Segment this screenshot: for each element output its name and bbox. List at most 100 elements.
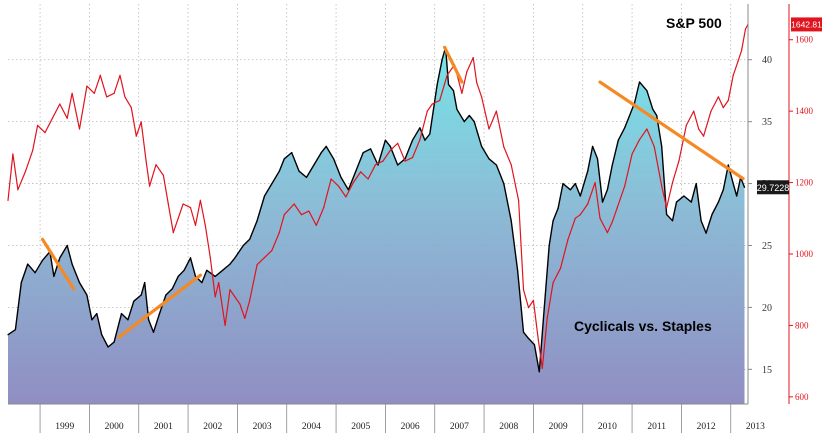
sp500-point [522, 289, 525, 291]
cyclicals-point [362, 152, 364, 154]
sp500-point [124, 96, 126, 98]
cyclicals-point [384, 139, 386, 141]
cyclicals-point [527, 337, 530, 339]
sp500-point [678, 160, 680, 162]
cyclicals-point [629, 114, 631, 117]
sp500-point [367, 178, 369, 180]
cyclicals-last-tag [757, 180, 789, 195]
sp500-point [119, 74, 121, 76]
sp500-point [717, 96, 720, 98]
cyclicals-point [552, 220, 554, 222]
sp500-point [199, 199, 201, 201]
cyclicals-point [377, 164, 379, 166]
cyclicals-point [206, 269, 208, 271]
sp500-point [167, 203, 169, 205]
x-tick-label: 2003 [253, 422, 272, 432]
cyclicals-point [340, 176, 342, 178]
sp500-point [149, 185, 151, 187]
cyclicals-point [424, 139, 426, 141]
sp500-point [308, 210, 310, 212]
cyclicals-point [481, 145, 483, 147]
sp500-point [249, 299, 251, 301]
x-tick-label: 2012 [697, 422, 716, 432]
left-tick-label: 20 [762, 303, 772, 314]
sp500-point [99, 74, 101, 76]
cyclicals-point [495, 164, 497, 166]
cyclicals-point [133, 300, 135, 302]
sp500-point [330, 178, 332, 180]
cyclicals-point [113, 341, 115, 343]
cyclicals-point [325, 145, 327, 147]
x-tick-label: 2008 [499, 422, 518, 432]
cyclicals-point [411, 139, 414, 141]
sp500-point [382, 160, 384, 162]
cyclicals-point [473, 121, 475, 123]
cyclicals-point [579, 195, 581, 197]
sp500-point [182, 203, 184, 205]
sp500-point [244, 317, 246, 319]
cyclicals-point [574, 183, 576, 185]
sp500-point [510, 164, 512, 166]
cyclicals-point [201, 282, 203, 284]
cyclicals-point [14, 329, 16, 331]
sp500-point [397, 142, 399, 144]
cyclicals-last-value: 29.7228 [757, 183, 790, 193]
sp500-point [51, 117, 54, 119]
cyclicals-point [96, 313, 98, 315]
cyclicals-point [59, 257, 61, 259]
cyclicals-point [736, 195, 738, 197]
cyclicals-area-fill [8, 47, 745, 405]
left-tick-label: 15 [762, 365, 772, 376]
sp500-point [7, 199, 9, 201]
tick-labels: 1520253035406008001000120014001600199920… [55, 17, 822, 432]
cyclicals-point [86, 294, 88, 296]
right-tick-label: 1400 [795, 106, 814, 116]
sp500-point [323, 207, 325, 209]
sp500-point [256, 264, 258, 266]
cyclicals-point [347, 189, 349, 191]
cyclicals-point [447, 83, 450, 86]
sp500-point [86, 85, 88, 87]
sp500-point [488, 128, 490, 130]
cyclicals-point [548, 244, 550, 247]
sp500-point [503, 146, 505, 148]
x-tick-label: 2004 [302, 422, 321, 432]
cyclicals-point [419, 127, 421, 129]
cyclicals-point [510, 220, 512, 222]
cyclicals-point [562, 183, 564, 185]
sp500-line [7, 24, 749, 369]
cyclicals-point [503, 183, 505, 185]
sp500-point [24, 171, 26, 173]
sp500-point [744, 28, 747, 30]
sp500-point [546, 317, 548, 319]
sp500-point [59, 103, 61, 105]
sp500-point [646, 128, 648, 130]
cyclicals-point [463, 121, 465, 123]
sp500-point [552, 282, 554, 284]
cyclicals-point [53, 275, 55, 277]
cyclicals-point [717, 201, 720, 203]
sp500-point [189, 207, 192, 209]
cyclicals-point [107, 346, 109, 348]
sp500-point [616, 207, 618, 209]
cyclicals-point [7, 334, 9, 336]
sp500-point [263, 257, 266, 259]
cyclicals-point [700, 220, 702, 222]
sp500-point [537, 339, 539, 341]
cyclicals-point [606, 189, 609, 191]
x-tick-label: 2011 [647, 422, 666, 432]
left-tick-label: 25 [762, 241, 772, 252]
trend-line [598, 80, 745, 181]
cyclicals-point [20, 282, 22, 284]
sp500-point [71, 92, 73, 94]
sp500-point [461, 92, 463, 94]
cyclicals-point [601, 201, 604, 203]
sp500-point [727, 99, 729, 101]
x-tick-label: 2005 [351, 422, 370, 432]
sp500-point [135, 135, 137, 137]
cyclicals-point [468, 114, 470, 117]
sp500-point [532, 299, 535, 301]
cyclicals-point [533, 344, 536, 346]
cyclicals-point [543, 306, 545, 308]
cyclicals-point [732, 183, 734, 185]
